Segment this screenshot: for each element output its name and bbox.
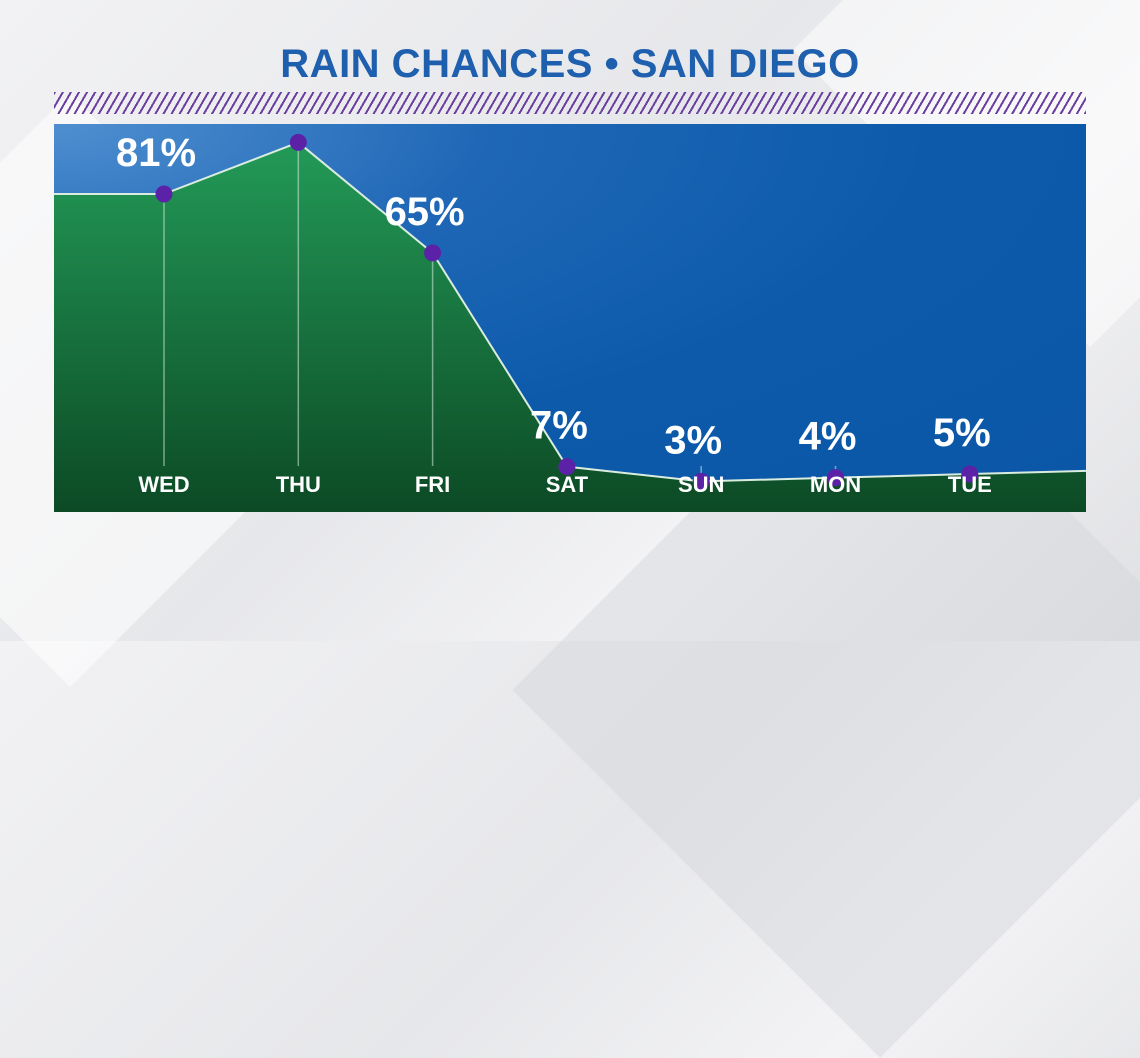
data-point-marker — [424, 244, 442, 262]
x-tick-label: FRI — [415, 472, 450, 497]
data-point-marker — [692, 472, 710, 490]
data-point-marker — [961, 465, 979, 483]
value-label: 4% — [799, 415, 857, 459]
title-divider — [54, 92, 1086, 114]
data-point-marker — [155, 185, 173, 203]
data-point-marker — [289, 133, 307, 151]
value-label: 7% — [530, 404, 588, 448]
x-tick-label: SUN — [678, 472, 724, 497]
x-tick-label: THU — [276, 472, 321, 497]
data-point-marker — [558, 458, 576, 476]
value-label: 65% — [385, 190, 465, 234]
value-label: 81% — [116, 131, 196, 175]
value-label: 3% — [664, 418, 722, 462]
x-tick-label: MON — [810, 472, 861, 497]
chart-title: RAIN CHANCES • SAN DIEGO — [280, 42, 860, 86]
x-tick-label: TUE — [948, 472, 992, 497]
data-point-marker — [827, 469, 844, 487]
x-tick-label: WED — [138, 472, 189, 497]
x-tick-label: SAT — [546, 472, 589, 497]
rain-area-fill — [54, 142, 1086, 512]
value-label: 5% — [933, 411, 991, 455]
